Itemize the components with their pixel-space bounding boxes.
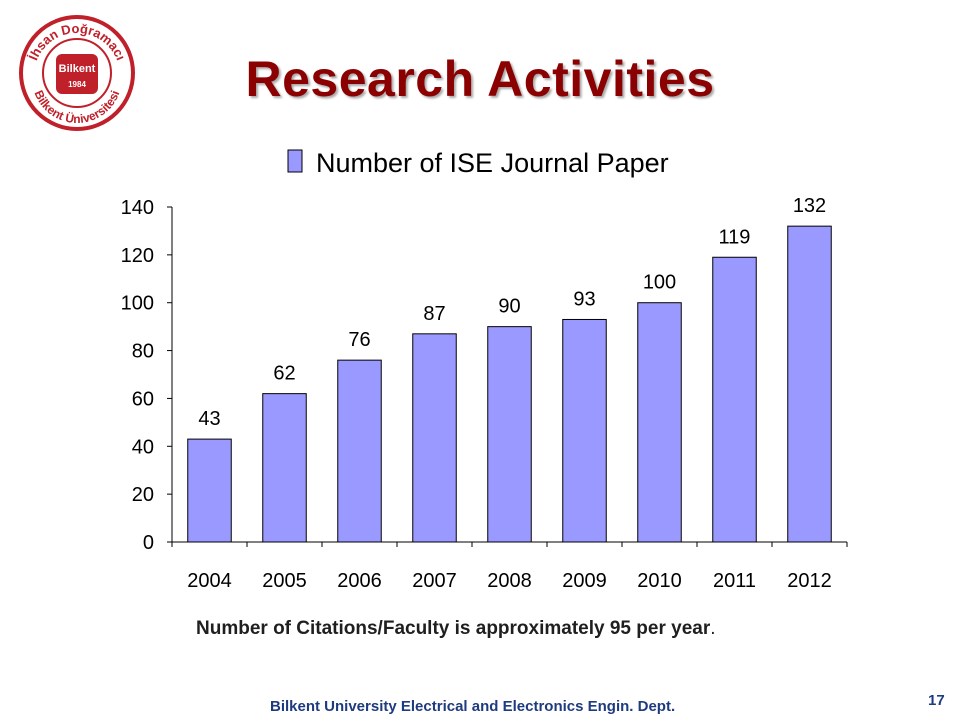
slide-title: Research Activities: [245, 51, 715, 107]
chart-bars: [187, 225, 832, 543]
bar-2004: [187, 438, 232, 543]
data-label-2010: 100: [643, 272, 676, 294]
bar-2010: [637, 302, 682, 543]
bar-2012: [787, 225, 832, 543]
y-tick-label: 20: [132, 484, 154, 506]
chart-data-labels: 43 2004 62 2005 76 2006 87 2007 90 2008 93 2009 100 2…: [187, 195, 832, 592]
x-tick-label-2010: 2010: [637, 570, 682, 592]
legend-label: Number of ISE Journal Paper: [316, 148, 669, 178]
x-tick-label-2004: 2004: [187, 570, 232, 592]
data-label-2012: 132: [793, 195, 826, 217]
y-tick-label: 80: [132, 341, 154, 363]
x-tick-label-2011: 2011: [713, 570, 756, 592]
bar-2007: [412, 333, 457, 543]
y-tick-label: 60: [132, 388, 154, 410]
x-tick-label-2007: 2007: [412, 570, 457, 592]
logo-inner-ring: [42, 38, 112, 108]
data-label-2009: 93: [573, 288, 595, 310]
bar-2006: [337, 359, 382, 543]
y-tick-label: 100: [121, 293, 154, 315]
x-tick-label-2012: 2012: [787, 570, 832, 592]
citations-note-text: Number of Citations/Faculty is approxima…: [196, 618, 711, 639]
y-tick-label: 120: [121, 245, 154, 267]
data-label-2006: 76: [348, 329, 370, 351]
logo-year: 1984: [68, 80, 86, 89]
x-tick-label-2009: 2009: [562, 570, 607, 592]
data-label-2004: 43: [198, 408, 220, 430]
x-tick-label-2008: 2008: [487, 570, 532, 592]
bar-2005: [262, 393, 307, 543]
x-tick-label-2005: 2005: [262, 570, 307, 592]
y-tick-label: 0: [143, 532, 154, 554]
citations-note: Number of Citations/Faculty is approxima…: [196, 618, 716, 640]
y-tick-label: 140: [121, 197, 154, 219]
bar-2009: [562, 318, 607, 543]
logo-center-text: Bilkent: [59, 63, 96, 75]
page-number: 17: [928, 692, 945, 709]
y-tick-label: 40: [132, 436, 154, 458]
data-label-2008: 90: [498, 296, 520, 318]
bar-2008: [487, 326, 532, 543]
data-label-2011: 119: [719, 226, 751, 248]
legend-swatch: [287, 149, 303, 173]
data-label-2007: 87: [423, 303, 445, 325]
x-tick-label-2006: 2006: [337, 570, 382, 592]
bilkent-university-logo: İhsan Doğramacı Bilkent Üniversitesi Bil…: [19, 15, 135, 131]
citations-note-period: .: [710, 618, 716, 639]
logo-center-shield: [56, 54, 98, 94]
footer-text: Bilkent University Electrical and Electr…: [270, 698, 676, 715]
chart-legend: Number of ISE Journal Paper: [287, 148, 669, 178]
bar-2011: [712, 256, 757, 543]
data-label-2005: 62: [273, 363, 295, 385]
